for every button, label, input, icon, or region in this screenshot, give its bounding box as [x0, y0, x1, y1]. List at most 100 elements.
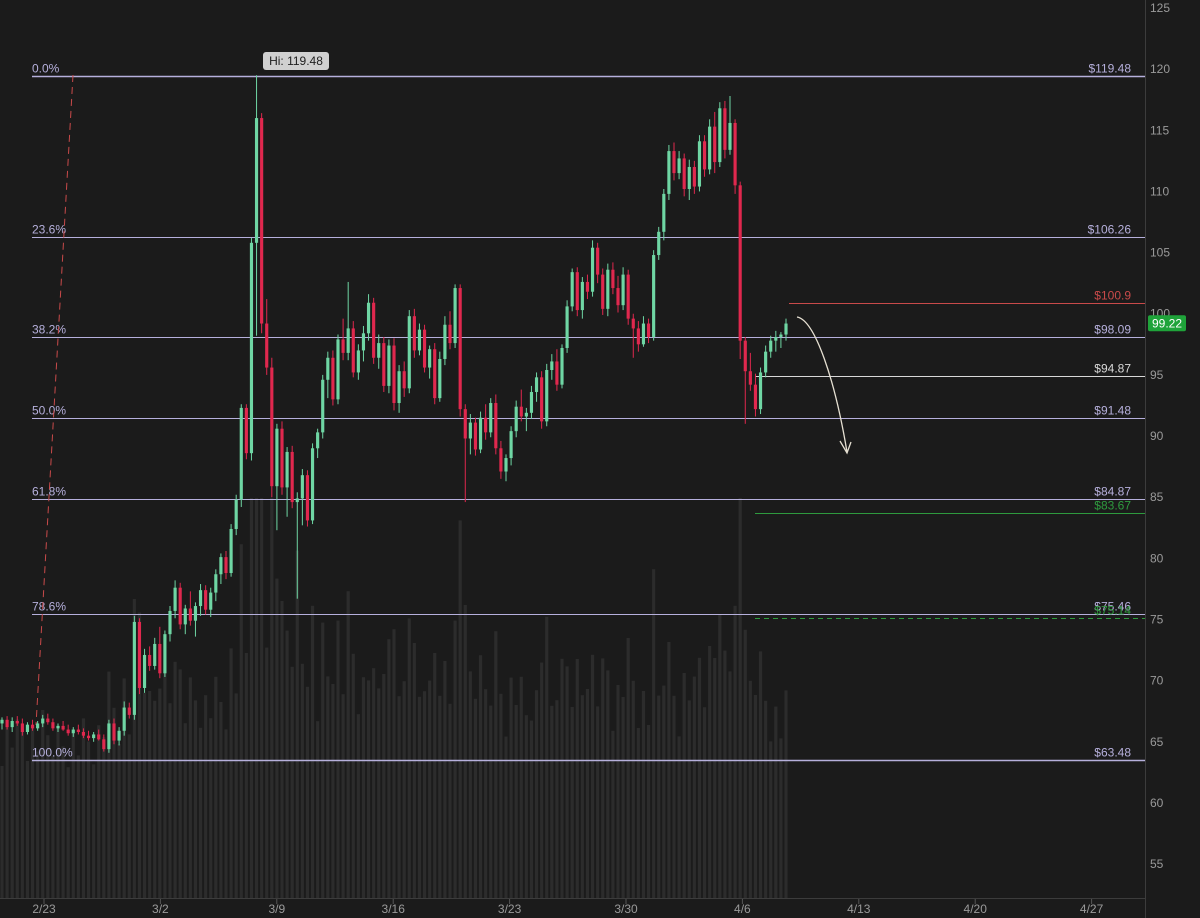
- volume-bar: [0, 766, 4, 898]
- candle-body: [652, 255, 656, 337]
- x-tick-label: 3/16: [382, 902, 406, 916]
- candle-body: [697, 141, 702, 187]
- volume-bar: [244, 653, 248, 898]
- volume-bar: [784, 690, 788, 898]
- volume-bar: [178, 669, 182, 898]
- candle-body: [300, 475, 304, 499]
- candle-body: [61, 725, 65, 730]
- candle-body: [504, 458, 508, 472]
- candle-body: [204, 590, 208, 610]
- volume-bar: [529, 720, 534, 898]
- volume-bar: [580, 695, 584, 898]
- fib-ratio-label: 78.6%: [32, 600, 66, 614]
- volume-bar: [708, 646, 712, 898]
- volume-bar: [463, 605, 467, 898]
- candle-body: [127, 707, 131, 715]
- candle-body: [5, 719, 9, 728]
- volume-bar: [122, 678, 126, 898]
- candle-body: [387, 345, 391, 386]
- high-label-box: [263, 52, 329, 70]
- candle-body: [580, 281, 584, 311]
- y-tick-label: 75: [1150, 612, 1164, 626]
- candle-body: [565, 306, 569, 348]
- candle-body: [260, 118, 264, 324]
- volume-bar: [779, 738, 783, 898]
- candle-body: [509, 431, 513, 459]
- volume-bar: [392, 629, 396, 898]
- candle-body: [10, 720, 14, 728]
- candle-body: [769, 340, 773, 352]
- volume-bar: [585, 689, 590, 898]
- candle-body: [97, 734, 101, 740]
- volume-bar: [254, 498, 259, 898]
- candle-body: [738, 185, 742, 341]
- volume-bar: [565, 666, 569, 898]
- volume-bar: [499, 693, 503, 898]
- volume-bar: [728, 671, 732, 898]
- candle-body: [626, 274, 630, 319]
- fib-price-label: $63.48: [1094, 746, 1131, 760]
- last-price-box: [1148, 315, 1186, 332]
- candle-body: [341, 339, 345, 353]
- volume-bar: [148, 691, 152, 898]
- candle-body: [66, 729, 70, 734]
- candle-body: [764, 351, 768, 373]
- volume-bar: [336, 620, 340, 898]
- candle-body: [239, 407, 243, 500]
- volume-bar: [10, 747, 14, 898]
- price-level-label: $75.14: [1094, 604, 1131, 618]
- volume-bar: [86, 741, 91, 898]
- candle-body: [728, 122, 732, 150]
- volume-bar: [422, 691, 427, 898]
- candle-body: [662, 193, 666, 232]
- candle-body: [611, 269, 615, 289]
- candle-body: [682, 158, 686, 189]
- candle-body: [30, 724, 35, 729]
- candle-body: [122, 707, 126, 731]
- candle-body: [290, 451, 294, 503]
- volume-bar: [260, 498, 264, 898]
- volume-bar: [214, 676, 218, 898]
- volume-bar: [626, 638, 630, 898]
- volume-bar: [46, 735, 50, 898]
- candle-body: [428, 349, 432, 368]
- candle-body: [158, 643, 162, 674]
- candle-body: [326, 357, 330, 380]
- volume-bar: [249, 498, 254, 898]
- volume-bar: [61, 746, 65, 898]
- candle-body: [117, 730, 121, 741]
- candle-body: [102, 739, 106, 750]
- fib-price-label: $119.48: [1089, 62, 1132, 76]
- candle-body: [519, 406, 523, 417]
- candle-body: [590, 247, 595, 292]
- candle-body: [692, 166, 696, 187]
- x-tick-label: 4/27: [1080, 902, 1104, 916]
- candle-body: [173, 587, 177, 611]
- candle-body: [499, 448, 503, 472]
- candle-body: [672, 151, 676, 174]
- candle-body: [366, 302, 371, 334]
- volume-bar: [20, 729, 24, 898]
- candle-body: [92, 734, 96, 739]
- volume-bar: [428, 680, 432, 898]
- high-label-text: Hi: 119.48: [269, 54, 323, 68]
- volume-bar: [606, 670, 610, 898]
- fib-price-label: $75.46: [1094, 600, 1131, 614]
- fib-price-label: $91.48: [1094, 404, 1131, 418]
- fib-price-label: $98.09: [1094, 323, 1131, 337]
- candle-body: [540, 377, 544, 422]
- volume-bar: [484, 689, 488, 898]
- volume-bar: [555, 700, 559, 898]
- y-tick-label: 105: [1150, 246, 1170, 260]
- candle-body: [555, 361, 559, 385]
- candle-body: [489, 403, 493, 433]
- volume-bar: [316, 721, 320, 898]
- candle-body: [494, 403, 498, 449]
- candle-body: [295, 498, 299, 503]
- candle-body: [46, 718, 50, 723]
- volume-bar: [682, 673, 686, 898]
- fib-ratio-label: 0.0%: [32, 62, 60, 76]
- candle-body: [438, 358, 442, 399]
- volume-bar: [229, 648, 233, 898]
